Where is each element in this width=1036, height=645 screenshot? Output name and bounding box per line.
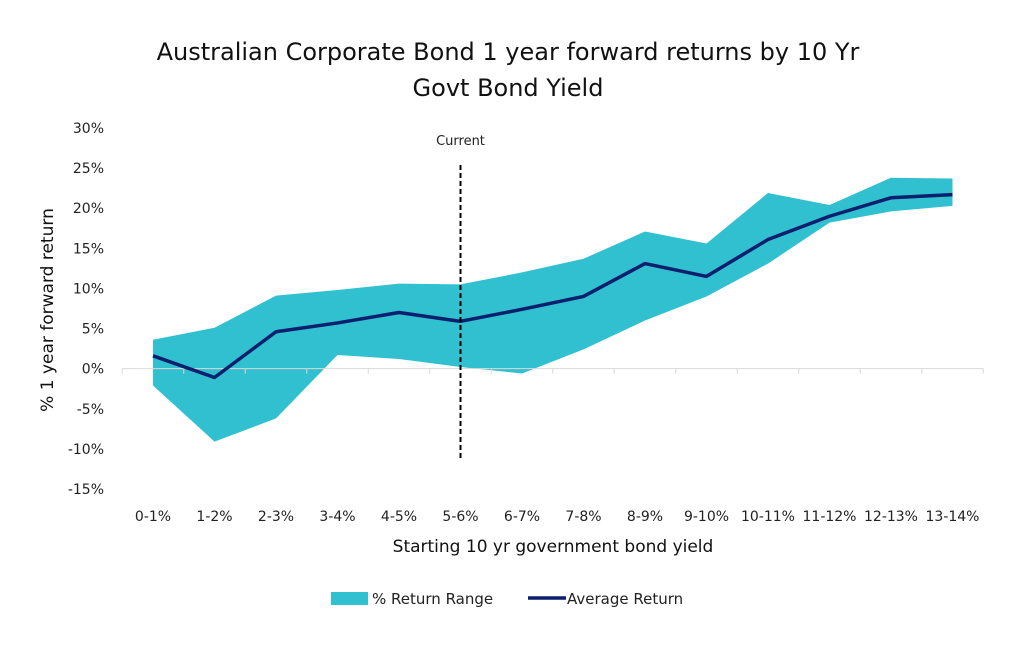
y-tick-label: -5% xyxy=(77,402,104,418)
legend: % Return Range Average Return xyxy=(331,590,683,608)
x-tick-label: 8-9% xyxy=(627,509,663,525)
x-tick-label: 4-5% xyxy=(381,509,417,525)
y-tick-label: 0% xyxy=(82,362,104,378)
x-axis-label: Starting 10 yr government bond yield xyxy=(393,537,714,557)
x-tick-label: 12-13% xyxy=(864,509,918,525)
x-tick-label: 2-3% xyxy=(258,509,294,525)
y-tick-label: -10% xyxy=(68,442,104,458)
x-tick-label: 7-8% xyxy=(565,509,601,525)
y-tick-label: 25% xyxy=(73,161,104,177)
y-tick-label: 20% xyxy=(73,201,104,217)
y-tick-label: 15% xyxy=(73,241,104,257)
chart-title-line-1: Australian Corporate Bond 1 year forward… xyxy=(157,38,860,66)
y-tick-label: 5% xyxy=(82,322,104,338)
legend-range-swatch xyxy=(331,592,368,605)
legend-average-label: Average Return xyxy=(567,590,683,608)
x-tick-label: 5-6% xyxy=(442,509,478,525)
average-return-line xyxy=(152,192,953,380)
chart-title-line-2: Govt Bond Yield xyxy=(413,74,604,102)
y-tick-label: 30% xyxy=(73,121,104,137)
x-tick-label: 1-2% xyxy=(196,509,232,525)
x-tick-label: 0-1% xyxy=(135,509,171,525)
current-annotation: Current xyxy=(436,134,485,149)
x-tick-label: 10-11% xyxy=(741,509,795,525)
y-axis-label: % 1 year forward return xyxy=(38,208,58,412)
y-tick-label: 10% xyxy=(73,281,104,297)
x-tick-label: 11-12% xyxy=(803,509,857,525)
x-tick-label: 13-14% xyxy=(926,509,980,525)
y-tick-label: -15% xyxy=(68,482,104,498)
x-tick-label: 3-4% xyxy=(319,509,355,525)
legend-range-label: % Return Range xyxy=(372,590,493,608)
x-tick-label: 9-10% xyxy=(684,509,729,525)
return-range-area xyxy=(153,177,953,442)
x-tick-label: 6-7% xyxy=(504,509,540,525)
